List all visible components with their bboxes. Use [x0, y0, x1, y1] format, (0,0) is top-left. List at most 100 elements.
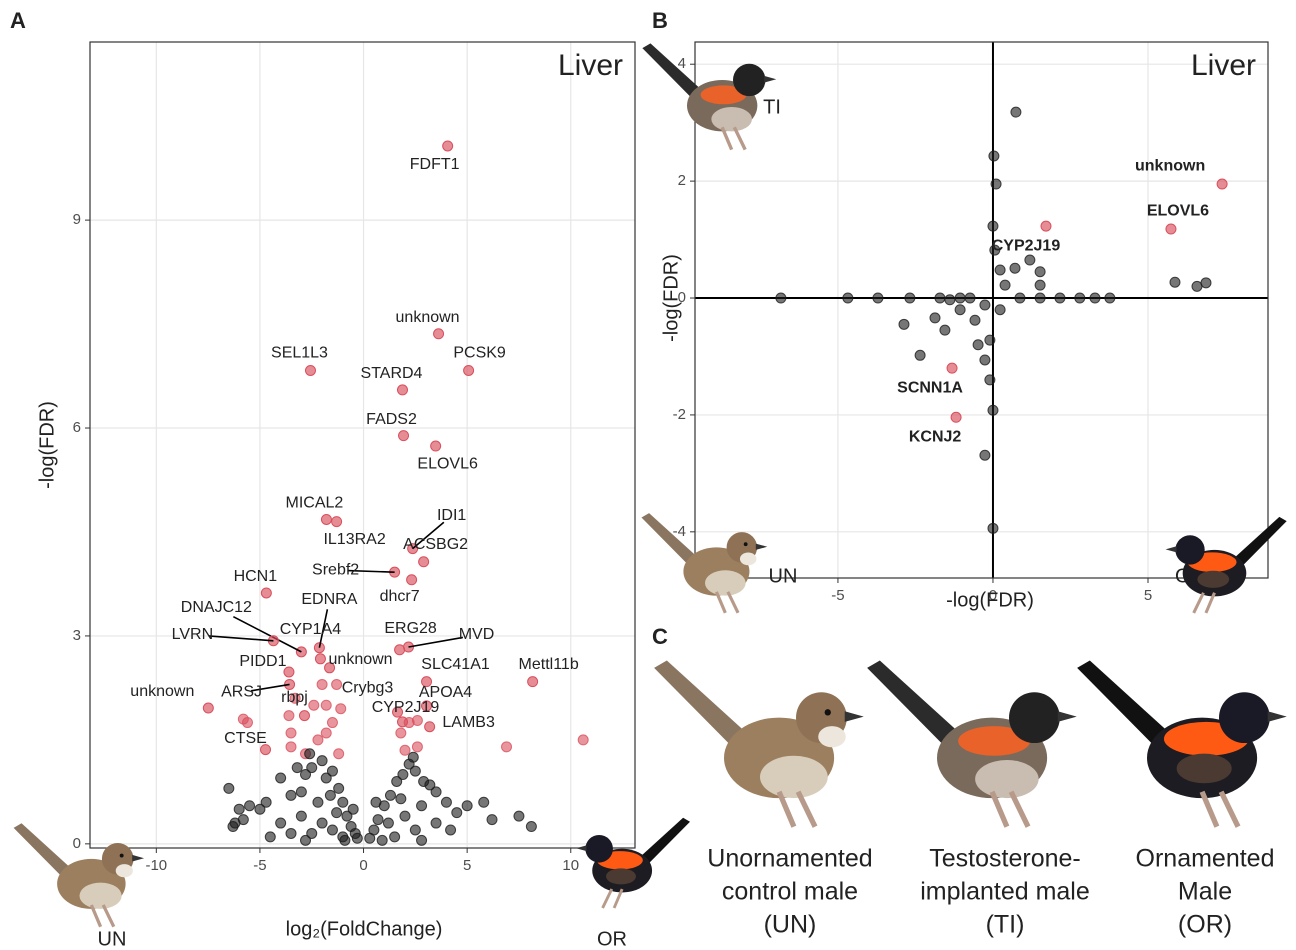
- gene-label: unknown: [396, 309, 460, 326]
- point: [285, 741, 297, 753]
- gene-label: ELOVL6: [1147, 202, 1209, 219]
- point: [339, 834, 351, 846]
- captions: Unornamented control male (UN) Testosterone…: [707, 845, 1274, 939]
- gene-point: [396, 716, 408, 728]
- point: [275, 772, 287, 784]
- gene-point: [442, 140, 454, 152]
- gene-label: Crybg3: [342, 679, 394, 696]
- gene-label: unknown: [329, 651, 393, 668]
- panel-title: Liver: [558, 49, 623, 82]
- point: [326, 717, 338, 729]
- gene-label: FADS2: [366, 411, 417, 428]
- point: [775, 292, 787, 304]
- y-tick-label: 9: [73, 211, 81, 228]
- gene-point: [950, 411, 962, 423]
- plot-border: [694, 41, 1269, 579]
- point: [994, 264, 1006, 276]
- point: [331, 807, 343, 819]
- point: [525, 821, 537, 833]
- gene-point: [283, 666, 295, 678]
- bird-un: [654, 660, 864, 826]
- point: [316, 755, 328, 767]
- point: [227, 821, 239, 833]
- point: [326, 824, 338, 836]
- gene-label: ELOVL6: [417, 455, 478, 472]
- caption-line: (OR): [1178, 911, 1232, 939]
- gene-point: [463, 364, 475, 376]
- gene-label: KCNJ2: [909, 428, 962, 445]
- gene-label: STARD4: [361, 365, 423, 382]
- plot-border: [89, 41, 636, 849]
- point: [300, 769, 312, 781]
- gene-point: [331, 516, 343, 528]
- point: [254, 803, 266, 815]
- point: [333, 782, 345, 794]
- gene-label: CTSE: [224, 730, 267, 747]
- point: [872, 292, 884, 304]
- panel-label: B: [652, 8, 668, 33]
- gene-point: [320, 514, 332, 526]
- gene-label: FDFT1: [410, 156, 460, 173]
- gene-point: [396, 384, 408, 396]
- x-tick-label: -10: [145, 857, 167, 874]
- x-tick-label: 0: [359, 857, 367, 874]
- gene-label: MICAL2: [286, 495, 344, 512]
- gene-point: [314, 653, 326, 665]
- point: [979, 299, 991, 311]
- point: [382, 817, 394, 829]
- plot-background: [695, 42, 1268, 578]
- group-label: UN: [769, 565, 798, 587]
- scatter-panel: -10 -5 0 5 10 0 3 6 9 FDFT1 unknown PCSK9 SEL1L3 STAR…: [36, 41, 636, 950]
- point: [987, 404, 999, 416]
- point: [289, 692, 301, 704]
- panel-label: A: [10, 8, 26, 33]
- point: [306, 762, 318, 774]
- point: [285, 789, 297, 801]
- point: [451, 807, 463, 819]
- point: [1074, 292, 1086, 304]
- panel-title: Liver: [1191, 49, 1256, 82]
- point: [914, 349, 926, 361]
- point: [372, 814, 384, 826]
- point: [409, 824, 421, 836]
- point: [241, 717, 253, 729]
- point: [440, 796, 452, 808]
- point: [308, 699, 320, 711]
- point: [316, 817, 328, 829]
- point: [1010, 106, 1022, 118]
- caption-line: control male: [722, 878, 858, 906]
- point: [416, 834, 428, 846]
- leader-line: [318, 609, 329, 648]
- scatter-panel: -5 0 5 -4 -2 0 2 4 unknown ELOVL6 CYP2J19 SCNN1A KCN…: [660, 41, 1269, 611]
- gene-label: EDNRA: [301, 591, 357, 608]
- point: [389, 831, 401, 843]
- point: [988, 150, 1000, 162]
- point: [295, 786, 307, 798]
- gene-label: ARSJ: [221, 684, 262, 701]
- gene-point: [527, 676, 539, 688]
- gene-point: [430, 440, 442, 452]
- point: [430, 817, 442, 829]
- point: [445, 824, 457, 836]
- gene-label: Srebf2: [312, 561, 359, 578]
- point: [1089, 292, 1101, 304]
- point: [972, 339, 984, 351]
- gene-point: [260, 587, 272, 599]
- gene-label: rbpj: [281, 689, 308, 706]
- point: [333, 748, 345, 760]
- point: [954, 292, 966, 304]
- point: [409, 765, 421, 777]
- plots: -10 -5 0 5 10 0 3 6 9 FDFT1 unknown PCSK9 SEL1L3 STAR…: [36, 41, 1269, 950]
- point: [399, 744, 411, 756]
- point: [306, 827, 318, 839]
- point: [223, 782, 235, 794]
- y-tick-label: -2: [673, 406, 686, 423]
- point: [513, 810, 525, 822]
- leader-line: [208, 635, 274, 642]
- gene-point: [946, 362, 958, 374]
- point: [984, 334, 996, 346]
- point: [416, 800, 428, 812]
- leader-line: [408, 636, 464, 648]
- gene-label: PIDD1: [239, 653, 286, 670]
